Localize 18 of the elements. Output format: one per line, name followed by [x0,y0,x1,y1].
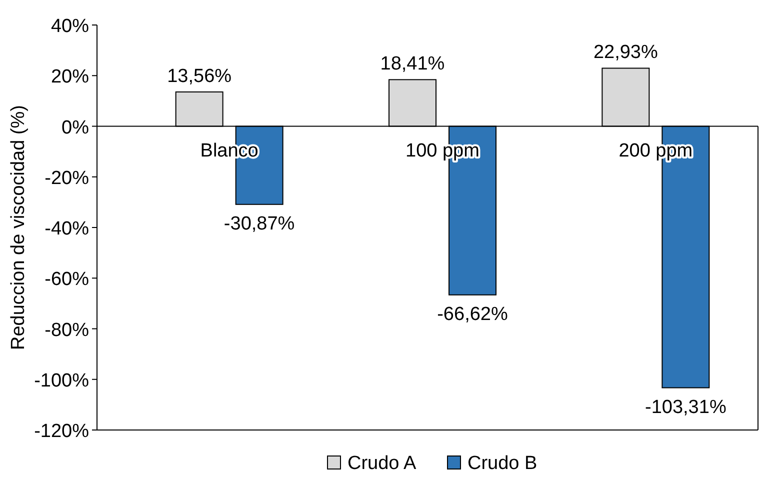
data-label: -30,87% [224,213,295,234]
y-tick-label: 40% [50,16,90,37]
y-tick-label: -80% [44,320,90,341]
data-label: 13,56% [167,66,232,87]
y-tick-label: 20% [50,66,90,88]
data-label: 22,93% [593,42,658,64]
y-tick-label: -60% [44,269,90,290]
y-tick-label: -40% [44,218,90,240]
legend-label: Crudo A [348,453,416,474]
y-tick-label: -20% [44,168,90,189]
data-label: -103,31% [645,396,726,418]
y-axis-title: Reduccion de viscocidad (%) [8,104,29,350]
y-tick-label: 0% [62,117,90,138]
legend-label: Crudo B [468,453,538,474]
y-tick-label: -120% [34,421,90,442]
y-tick-label: -100% [34,370,90,392]
data-label: -66,62% [437,304,508,325]
data-label: 18,41% [380,54,445,75]
